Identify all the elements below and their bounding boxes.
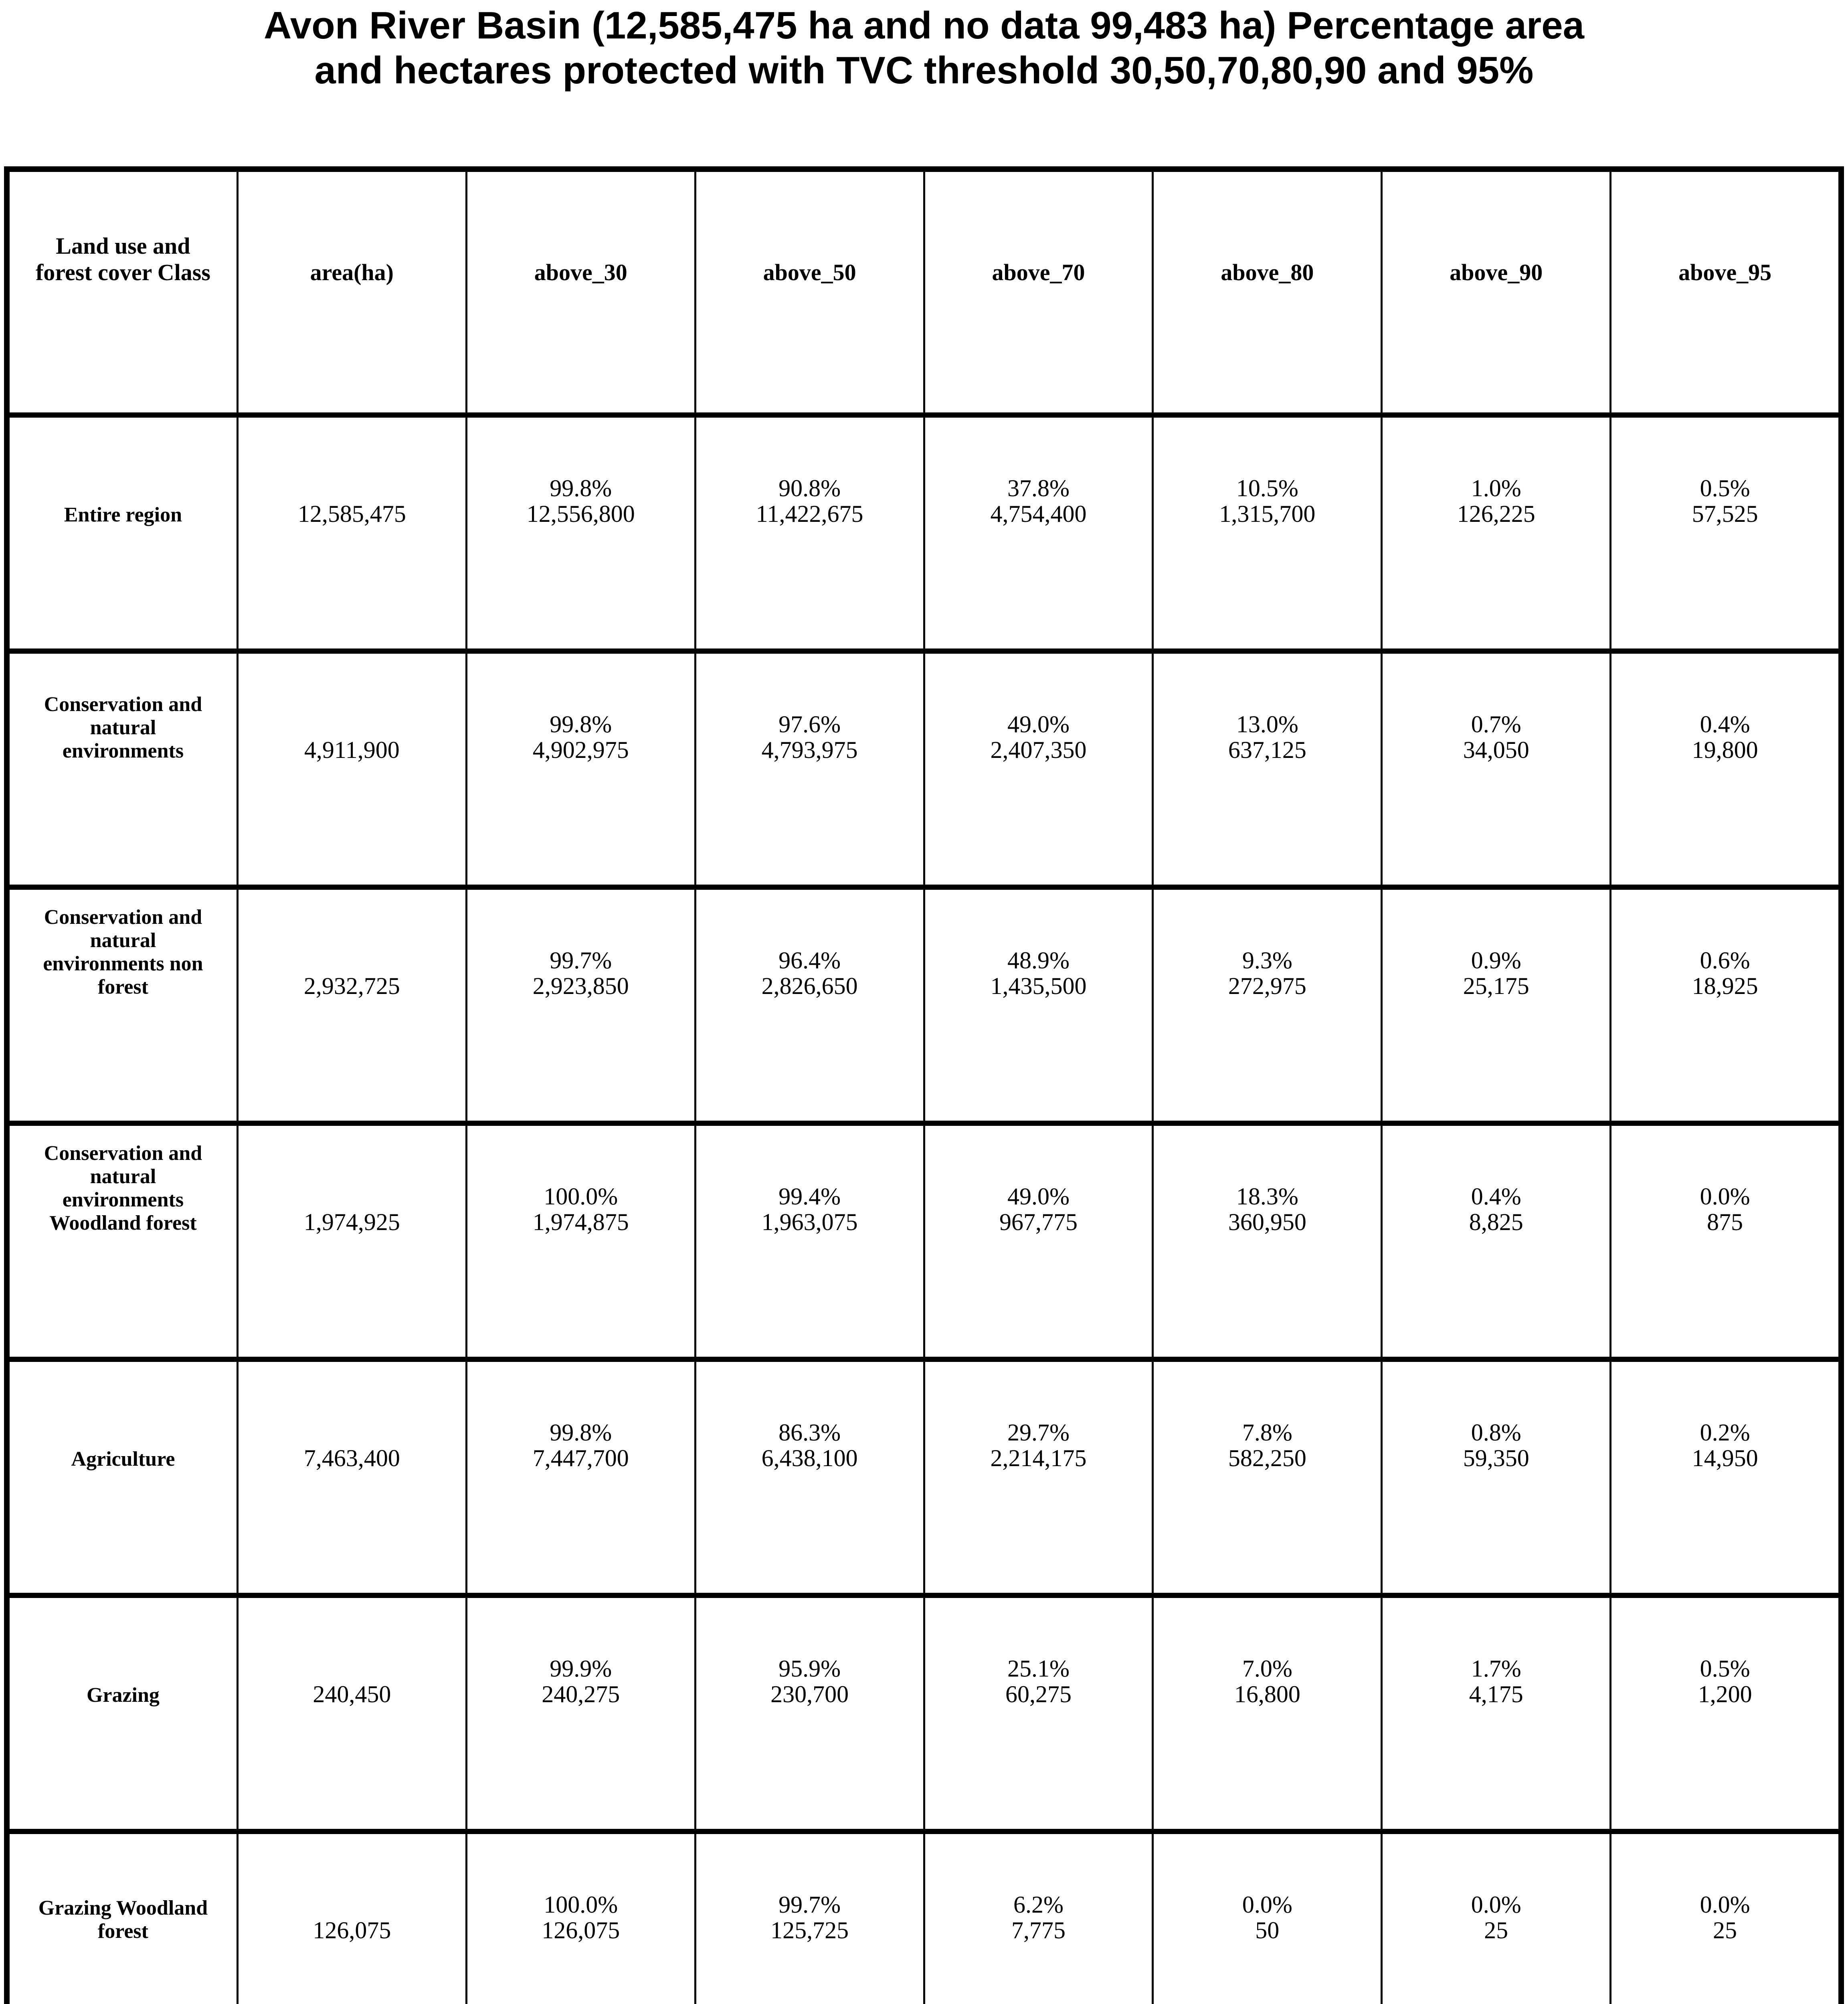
data-cell: 0.5% 57,525 [1611, 418, 1838, 648]
header-above70: above_70 [925, 172, 1152, 412]
header-above50: above_50 [696, 172, 923, 412]
data-cell: 7.0% 16,800 [1154, 1598, 1381, 1829]
data-cell: 95.9% 230,700 [696, 1598, 923, 1829]
data-cell: 0.8% 59,350 [1383, 1362, 1610, 1593]
data-cell: 0.0% 25 [1383, 1834, 1610, 2004]
area-cell: 4,911,900 [238, 654, 465, 885]
data-cell: 25.1% 60,275 [925, 1598, 1152, 1829]
data-cell: 0.2% 14,950 [1611, 1362, 1838, 1593]
header-above95: above_95 [1611, 172, 1838, 412]
data-cell: 13.0% 637,125 [1154, 654, 1381, 885]
row-label: Entire region [10, 418, 237, 648]
area-cell: 1,974,925 [238, 1126, 465, 1357]
header-above30: above_30 [467, 172, 694, 412]
data-cell: 0.0% 50 [1154, 1834, 1381, 2004]
data-cell: 37.8% 4,754,400 [925, 418, 1152, 648]
row-label: Conservation and natural environments Wo… [10, 1126, 237, 1357]
header-above90: above_90 [1383, 172, 1610, 412]
row-label: Agriculture [10, 1362, 237, 1593]
data-cell: 18.3% 360,950 [1154, 1126, 1381, 1357]
page-title: Avon River Basin (12,585,475 ha and no d… [0, 3, 1848, 93]
area-cell: 2,932,725 [238, 890, 465, 1121]
data-cell: 10.5% 1,315,700 [1154, 418, 1381, 648]
data-cell: 99.4% 1,963,075 [696, 1126, 923, 1357]
row-label: Grazing [10, 1598, 237, 1829]
data-cell: 0.7% 34,050 [1383, 654, 1610, 885]
data-cell: 6.2% 7,775 [925, 1834, 1152, 2004]
data-cell: 0.0% 25 [1611, 1834, 1838, 2004]
data-cell: 7.8% 582,250 [1154, 1362, 1381, 1593]
row-label: Grazing Woodland forest [10, 1834, 237, 2004]
data-cell: 99.8% 7,447,700 [467, 1362, 694, 1593]
row-label: Conservation and natural environments [10, 654, 237, 885]
area-cell: 7,463,400 [238, 1362, 465, 1593]
page-title-line2: and hectares protected with TVC threshol… [314, 49, 1534, 92]
data-cell: 96.4% 2,826,650 [696, 890, 923, 1121]
area-cell: 12,585,475 [238, 418, 465, 648]
data-cell: 90.8% 11,422,675 [696, 418, 923, 648]
data-cell: 0.9% 25,175 [1383, 890, 1610, 1121]
data-cell: 9.3% 272,975 [1154, 890, 1381, 1121]
header-area: area(ha) [238, 172, 465, 412]
data-cell: 49.0% 967,775 [925, 1126, 1152, 1357]
data-cell: 99.8% 4,902,975 [467, 654, 694, 885]
data-cell: 0.5% 1,200 [1611, 1598, 1838, 1829]
data-cell: 99.9% 240,275 [467, 1598, 694, 1829]
area-cell: 126,075 [238, 1834, 465, 2004]
data-cell: 100.0% 1,974,875 [467, 1126, 694, 1357]
data-cell: 0.6% 18,925 [1611, 890, 1838, 1121]
data-cell: 48.9% 1,435,500 [925, 890, 1152, 1121]
data-cell: 97.6% 4,793,975 [696, 654, 923, 885]
data-cell: 0.4% 8,825 [1383, 1126, 1610, 1357]
area-cell: 240,450 [238, 1598, 465, 1829]
data-cell: 0.0% 875 [1611, 1126, 1838, 1357]
data-cell: 99.7% 125,725 [696, 1834, 923, 2004]
page-title-line1: Avon River Basin (12,585,475 ha and no d… [264, 4, 1584, 47]
data-cell: 1.7% 4,175 [1383, 1598, 1610, 1829]
data-cell: 99.7% 2,923,850 [467, 890, 694, 1121]
data-cell: 100.0% 126,075 [467, 1834, 694, 2004]
data-cell: 99.8% 12,556,800 [467, 418, 694, 648]
data-cell: 29.7% 2,214,175 [925, 1362, 1152, 1593]
data-table: Land use and forest cover Class area(ha)… [4, 166, 1844, 2004]
data-cell: 1.0% 126,225 [1383, 418, 1610, 648]
data-cell: 86.3% 6,438,100 [696, 1362, 923, 1593]
header-above80: above_80 [1154, 172, 1381, 412]
header-class: Land use and forest cover Class [10, 172, 237, 412]
data-cell: 49.0% 2,407,350 [925, 654, 1152, 885]
data-cell: 0.4% 19,800 [1611, 654, 1838, 885]
row-label: Conservation and natural environments no… [10, 890, 237, 1121]
